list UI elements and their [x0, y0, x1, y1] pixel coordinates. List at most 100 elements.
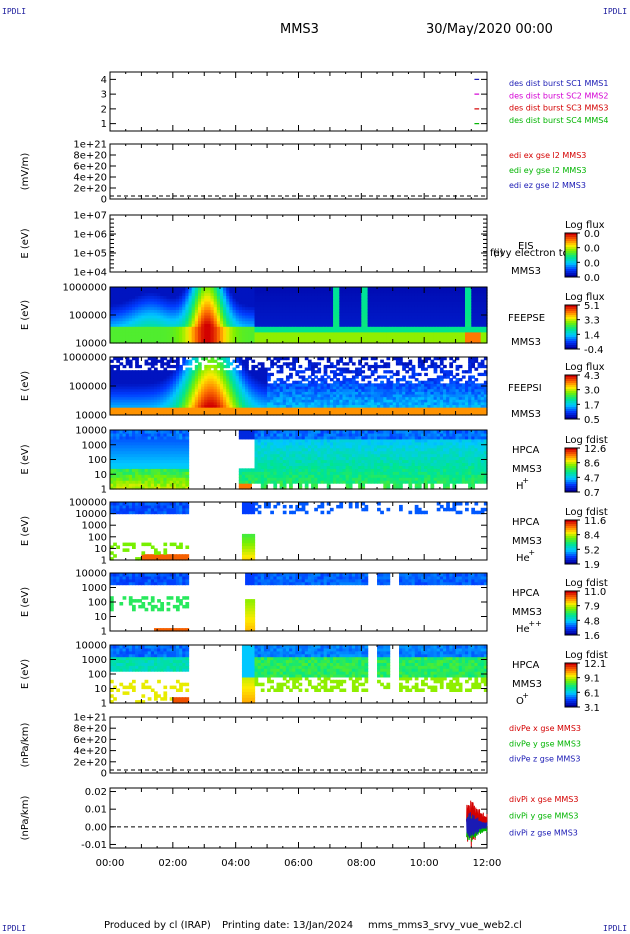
- feepse-panel-cell: [389, 340, 394, 344]
- feepse-panel-cell: [377, 315, 381, 319]
- feepse-panel-cell: [471, 287, 476, 291]
- edi-panel-legend-item: edi ey gse l2 MMS3: [509, 166, 587, 175]
- feepse-panel-cell: [185, 331, 190, 336]
- feepse-panel-cell: [273, 303, 278, 308]
- feepse-panel-cell: [282, 292, 287, 296]
- feepse-panel-cell: [430, 317, 435, 322]
- feepse-panel-cell: [238, 289, 243, 294]
- feepse-panel-cell: [361, 289, 366, 294]
- feepse-panel-cell: [131, 323, 136, 327]
- feepse-panel-cell: [179, 295, 183, 299]
- feepsi-panel-cell: [182, 386, 186, 390]
- feepsi-panel-cell: [219, 372, 224, 377]
- feepsi-panel-cell: [235, 372, 240, 377]
- feepsi-panel-cell: [295, 404, 300, 408]
- feepse-panel-cell: [458, 301, 463, 305]
- feepse-panel-cell: [474, 326, 479, 330]
- feepse-panel-cell: [417, 309, 422, 313]
- feepsi-panel-cell: [119, 393, 124, 398]
- feepsi-panel-cell: [260, 409, 265, 413]
- feepsi-panel-cell: [150, 357, 155, 361]
- feepse-panel-cell: [301, 315, 306, 319]
- feepse-panel-cell: [157, 340, 161, 344]
- feepse-panel-cell: [417, 334, 422, 338]
- feepse-panel-cell: [279, 329, 284, 333]
- feepsi-panel-cell: [260, 372, 265, 377]
- feepse-panel-cell: [301, 326, 306, 330]
- feepse-panel-cell: [307, 312, 312, 316]
- feepse-panel-cell: [351, 320, 356, 324]
- feepse-panel-cell: [216, 334, 221, 338]
- feepse-panel-cell: [355, 320, 359, 324]
- feepse-panel-cell: [348, 309, 353, 313]
- feepse-panel-cell: [314, 289, 318, 294]
- feepse-panel-ylabel: E (eV): [20, 300, 31, 330]
- feepsi-panel-cell: [311, 386, 315, 390]
- feepse-panel-cell: [141, 306, 146, 310]
- feepsi-panel-cell: [232, 359, 237, 363]
- feepse-panel-cell: [248, 312, 252, 316]
- feepsi-panel-cell: [163, 380, 168, 384]
- feepse-panel-cell: [131, 326, 136, 330]
- feepse-panel-cell: [430, 320, 435, 324]
- feepsi-panel-cell: [345, 412, 350, 416]
- feepsi-panel-cell: [216, 378, 221, 382]
- feepsi-panel-cell: [235, 409, 240, 413]
- feepsi-panel-cell: [342, 409, 347, 413]
- feepse-panel-cell: [405, 312, 410, 316]
- feepse-panel-cell: [298, 320, 303, 324]
- feepse-panel-cell: [194, 340, 199, 344]
- feepsi-panel-cell: [339, 370, 344, 374]
- feepse-panel-cell: [399, 303, 403, 308]
- feepse-panel-cell: [251, 309, 256, 313]
- feepsi-panel-cell: [169, 370, 174, 374]
- feepsi-panel-cell: [267, 367, 271, 371]
- feepse-panel-cell: [138, 295, 143, 299]
- feepse-panel-cell: [461, 301, 466, 305]
- feepse-panel-cell: [125, 337, 130, 341]
- feepse-panel-cell: [399, 340, 403, 344]
- feepsi-panel-cell: [326, 409, 331, 413]
- feepsi-panel-cell: [113, 372, 117, 377]
- feepse-panel-cell: [229, 320, 234, 324]
- feepse-panel-cell: [461, 309, 466, 313]
- feepse-panel-cell: [367, 329, 372, 333]
- feepsi-panel-cell: [282, 383, 287, 387]
- feepse-panel-cell: [257, 303, 262, 308]
- feepse-panel-cell: [373, 292, 378, 296]
- feepsi-panel-cell: [122, 393, 127, 398]
- feepse-panel-cell: [175, 326, 180, 330]
- feepse-panel-cell: [471, 292, 476, 296]
- feepse-panel-cell: [273, 331, 278, 336]
- feepsi-panel-cell: [301, 386, 306, 390]
- feepsi-panel-cell: [197, 391, 202, 395]
- feepsi-panel-cell: [348, 409, 353, 413]
- feepse-panel-cell: [474, 292, 479, 296]
- feepsi-panel-cell: [135, 399, 139, 403]
- feepsi-panel-cell: [223, 409, 227, 413]
- feepsi-panel-cell: [110, 407, 114, 411]
- feepsi-panel-cell: [153, 375, 158, 379]
- feepsi-panel-cell: [160, 386, 165, 390]
- feepse-panel-cell: [213, 306, 218, 310]
- feepse-panel-cell: [380, 292, 384, 296]
- feepse-panel-cell: [248, 303, 252, 308]
- feepse-panel-cell: [153, 309, 158, 313]
- feepse-panel-cell: [141, 317, 146, 322]
- feepse-panel-cell: [408, 303, 413, 308]
- feepsi-panel-cell: [314, 362, 318, 366]
- feepse-panel-cell: [282, 289, 287, 294]
- feepse-panel-cell: [326, 303, 331, 308]
- feepse-panel-cell: [408, 295, 413, 299]
- feepsi-panel-cell: [295, 380, 300, 384]
- feepsi-panel-cell: [116, 399, 121, 403]
- feepse-panel-cell: [144, 317, 149, 322]
- feepse-panel-cell: [408, 312, 413, 316]
- feepse-panel-cell: [185, 298, 190, 302]
- feepsi-panel-cell: [301, 378, 306, 382]
- feepse-panel-cell: [135, 323, 139, 327]
- feepse-panel-cell: [427, 312, 432, 316]
- feepsi-panel-cell: [461, 375, 466, 379]
- feepse-panel-cell: [223, 312, 227, 316]
- feepse-panel-cell: [449, 323, 454, 327]
